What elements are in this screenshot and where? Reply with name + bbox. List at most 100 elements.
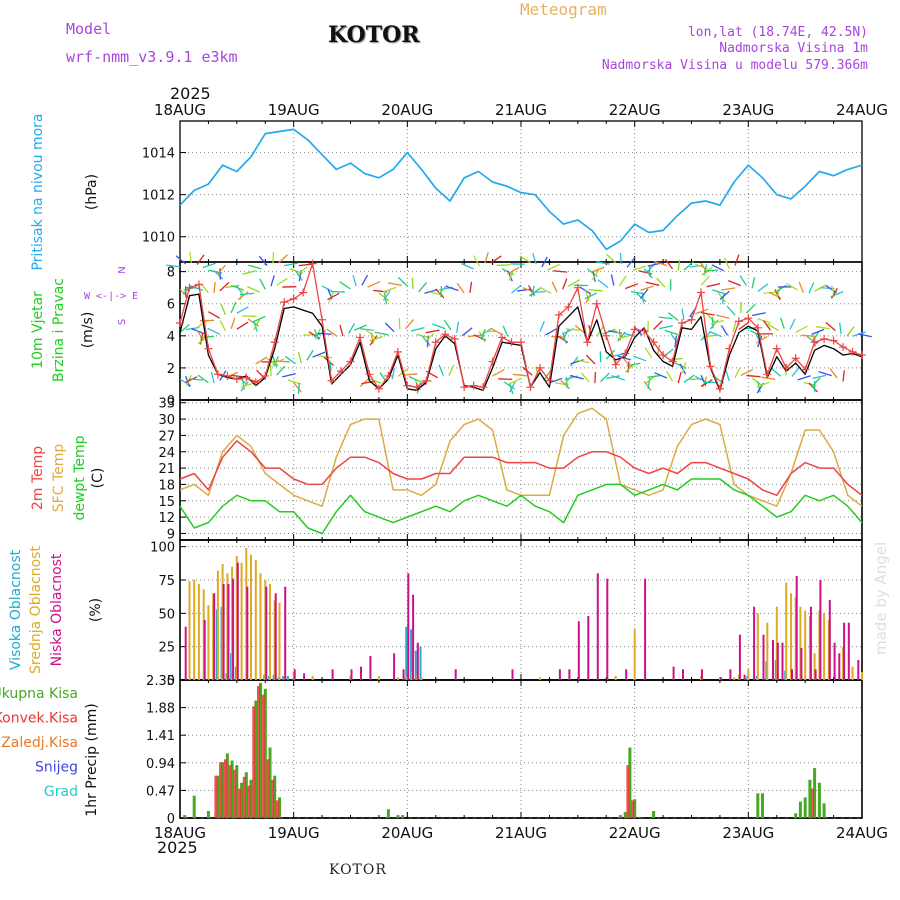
wind-arrow: [656, 277, 666, 288]
gust-marker: [355, 333, 364, 342]
wind-arrow: [679, 363, 687, 375]
date-label-bottom: 18AUG: [154, 824, 206, 842]
cloud-bar: [813, 653, 816, 680]
gust-marker: [564, 302, 573, 311]
y-tick-label: 12: [158, 511, 175, 526]
date-label-top: 23AUG: [722, 101, 774, 119]
wind-arrow: [584, 292, 598, 300]
wind-arrow: [492, 369, 505, 377]
wind-arrow: [293, 382, 302, 393]
cloud-bar: [577, 621, 580, 680]
wind-arrow: [643, 380, 652, 392]
wind-arrow: [842, 370, 845, 382]
wind-arrow: [776, 286, 782, 298]
wind-arrow: [839, 322, 842, 334]
precip-bar: [233, 769, 237, 818]
wind-arrow: [352, 275, 357, 287]
footer-station: KOTOR: [329, 862, 387, 878]
wind-arrow: [563, 374, 573, 385]
wind-arrow: [762, 320, 772, 331]
wind-arrow: [266, 358, 279, 366]
panel-frame: [179, 120, 863, 263]
gust-marker: [299, 288, 308, 297]
precip-bar: [386, 809, 390, 818]
gust-marker: [450, 335, 459, 344]
gust-marker: [678, 318, 687, 327]
wind-arrow: [330, 290, 345, 293]
wind-arrow: [755, 335, 768, 344]
wind-arrow: [545, 328, 558, 336]
wind-arrow: [455, 321, 460, 333]
y-tick-label: 9: [167, 527, 175, 542]
wind-arrow: [230, 301, 237, 313]
wind-arrow: [306, 349, 314, 361]
cloud-bars-0: [215, 606, 787, 680]
wind-arrow: [720, 324, 729, 336]
wind-arrow: [196, 329, 204, 341]
precip-bar: [254, 700, 258, 818]
gust-marker: [753, 323, 762, 332]
cloud-bar: [412, 594, 415, 680]
precip-bar: [266, 759, 270, 818]
wind-arrow: [438, 364, 444, 376]
cloud-bar: [614, 676, 617, 680]
gust-marker: [810, 338, 819, 347]
cloud-bar: [587, 616, 590, 680]
precip-bar: [247, 785, 251, 818]
wind-arrow: [560, 379, 571, 390]
wind-arrow: [700, 379, 713, 387]
y-tick-label: 33: [158, 397, 175, 412]
precip-legend-3: Snijeg: [35, 760, 78, 776]
wind-arrow: [825, 322, 836, 332]
y-tick-label: 6: [167, 298, 175, 313]
wind-arrow: [242, 270, 256, 275]
cloud-bar: [213, 593, 216, 680]
wind-arrow: [710, 319, 724, 325]
wind-arrow: [617, 355, 631, 361]
wind-arrow: [723, 257, 730, 269]
cloud-bar: [203, 620, 206, 680]
cloud-bar: [236, 562, 239, 680]
cloud-bar: [265, 586, 268, 680]
wind-arrow: [329, 360, 332, 372]
wind-arrow: [296, 266, 308, 276]
wind-arrow: [756, 381, 770, 388]
gust-marker: [573, 283, 582, 292]
date-label-top: 22AUG: [609, 101, 661, 119]
compass-ew: W <-|-> E: [84, 291, 138, 302]
wind-arrow: [553, 270, 568, 273]
wind-arrow: [798, 281, 804, 293]
precip-bar: [811, 788, 815, 818]
gust-marker: [374, 384, 383, 393]
wind-arrow: [846, 326, 855, 337]
wind-arrow: [830, 288, 838, 299]
gust-marker: [251, 378, 260, 387]
wind-arrow: [490, 255, 502, 264]
precip-bar: [756, 793, 760, 818]
wind-arrow: [236, 375, 247, 385]
gust-marker: [583, 338, 592, 347]
y-tick-label: 4: [167, 330, 175, 345]
precip-bar: [276, 800, 279, 818]
precip-bar: [396, 815, 400, 818]
gust-marker: [498, 333, 507, 342]
wind-arrow: [653, 260, 668, 267]
wind-arrow: [549, 377, 563, 384]
cloud-bar: [747, 669, 750, 680]
wind-arrow: [175, 255, 187, 265]
wind-arrow: [397, 276, 408, 287]
cloud-bar: [278, 602, 281, 680]
gust-marker: [545, 376, 554, 385]
cloud-bar: [538, 677, 541, 680]
wind-arrow: [830, 290, 844, 298]
gust-marker: [194, 280, 203, 289]
date-label-bottom: 21AUG: [495, 824, 547, 842]
wind-arrow: [219, 320, 227, 332]
wind-arrow: [479, 328, 492, 337]
y-tick-label: 1012: [142, 189, 175, 204]
meteogram-title: Meteogram: [520, 0, 607, 19]
wind-arrow: [647, 374, 662, 378]
y-tick-label: 50: [158, 607, 175, 622]
date-label-bottom: 19AUG: [268, 824, 320, 842]
wind-arrow: [275, 360, 290, 363]
